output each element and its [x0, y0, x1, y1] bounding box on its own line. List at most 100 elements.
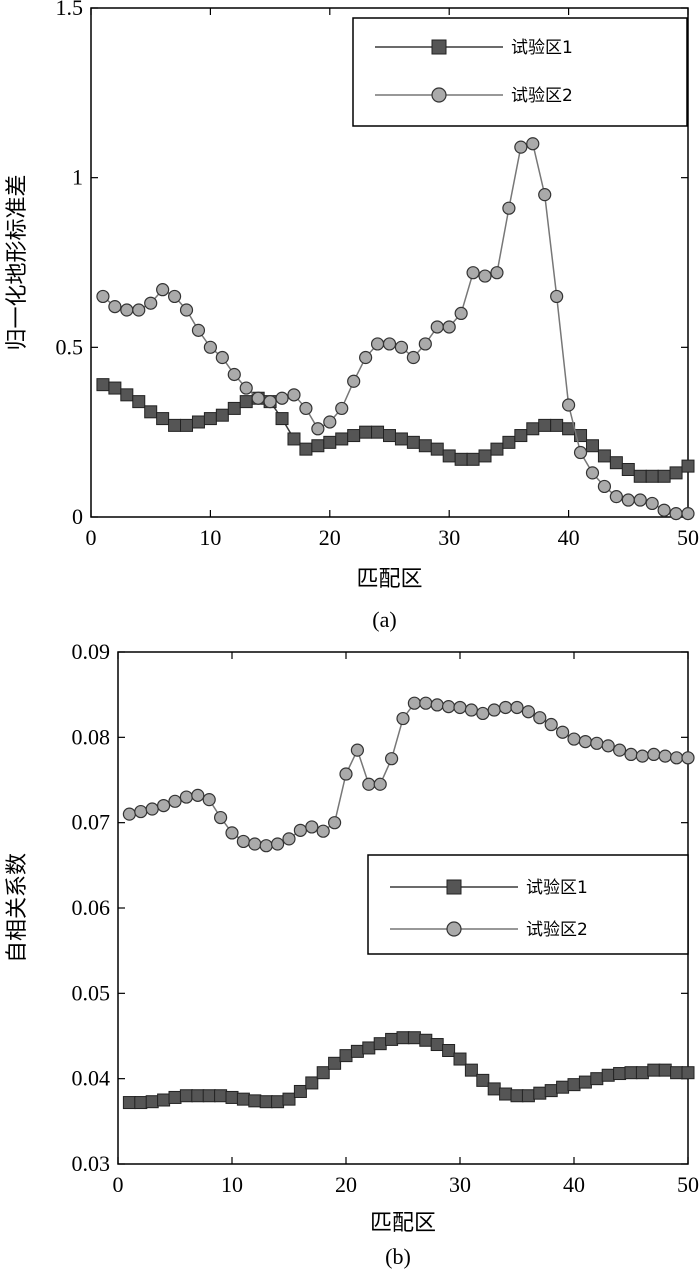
data-point [371, 425, 385, 439]
data-point [502, 435, 516, 449]
data-point [669, 466, 683, 480]
data-point [293, 823, 307, 837]
data-point [633, 493, 647, 507]
data-point [179, 303, 194, 317]
data-point [478, 449, 492, 463]
data-point [550, 289, 564, 304]
data-point [145, 1095, 159, 1109]
data-point [645, 469, 659, 483]
y-tick-label: 1 [72, 165, 83, 190]
y-tick-label: 0.08 [72, 724, 111, 749]
data-point [612, 743, 627, 757]
y-axis-label: 归一化地形标准差 [5, 174, 30, 350]
data-point [521, 705, 536, 719]
y-tick-label: 0.05 [72, 980, 111, 1005]
data-point [239, 395, 253, 409]
data-point [236, 1092, 250, 1106]
data-point [561, 398, 576, 412]
data-point [442, 449, 456, 463]
data-point [645, 496, 659, 511]
y-tick-label: 0.06 [72, 895, 111, 920]
data-point [466, 266, 480, 280]
data-point [282, 1092, 296, 1106]
data-point [168, 1090, 182, 1104]
data-point [275, 412, 289, 426]
y-tick-label: 1.5 [56, 0, 84, 20]
x-tick-label: 40 [563, 1172, 585, 1197]
data-point [287, 432, 301, 446]
x-tick-label: 0 [86, 525, 97, 550]
series-line [129, 702, 688, 847]
data-point [647, 1063, 661, 1077]
data-point [275, 391, 289, 405]
data-point [203, 412, 217, 426]
data-point [514, 429, 528, 443]
data-point [407, 696, 421, 710]
data-point [168, 418, 182, 432]
data-point [555, 725, 570, 739]
data-point [248, 1094, 262, 1108]
data-point [613, 1067, 627, 1081]
data-point [248, 837, 262, 851]
data-point [156, 283, 170, 297]
data-point [225, 826, 239, 840]
data-point [328, 816, 342, 830]
data-point [394, 340, 409, 354]
data-point [624, 747, 638, 762]
x-tick-label: 0 [113, 1172, 124, 1197]
x-tick-label: 20 [335, 1172, 357, 1197]
data-point [442, 320, 456, 334]
data-point [316, 824, 330, 838]
data-point [621, 462, 635, 476]
data-point [453, 1052, 467, 1066]
data-point [263, 395, 277, 409]
data-point [533, 711, 547, 725]
data-point [144, 296, 158, 310]
data-point [157, 798, 171, 813]
data-point [601, 1068, 615, 1082]
data-point [383, 429, 396, 443]
data-point [585, 466, 600, 480]
chart-a: 0 10 20 30 40 5000.511.5匹配区归一化地形标准差(a)试验区1试验区… [5, 0, 699, 632]
data-point [287, 388, 301, 402]
data-point [635, 1066, 649, 1080]
data-point [658, 749, 672, 763]
data-point [514, 140, 528, 154]
y-tick-label: 0 [72, 504, 83, 529]
data-point [122, 807, 136, 821]
data-point [157, 1093, 171, 1107]
data-point [96, 378, 110, 392]
data-point [350, 1044, 364, 1058]
data-point [538, 188, 552, 202]
data-point [466, 452, 480, 466]
chart-caption: (b) [385, 1244, 411, 1269]
chart-caption: (a) [372, 607, 396, 632]
data-point [168, 794, 182, 808]
data-point [191, 323, 206, 337]
data-point [544, 1084, 558, 1098]
data-point [597, 449, 611, 463]
data-point [225, 1090, 239, 1104]
series-2 [122, 696, 695, 853]
data-point [407, 1031, 421, 1045]
data-point [430, 1038, 444, 1052]
data-point [134, 1096, 148, 1110]
data-point [339, 1049, 353, 1063]
plot-frame [90, 7, 689, 518]
data-point [373, 1037, 387, 1051]
data-point [601, 739, 615, 753]
data-point [179, 1089, 193, 1103]
data-point [122, 1096, 136, 1110]
data-point [406, 350, 420, 365]
data-point [316, 1066, 330, 1080]
data-point [609, 490, 623, 504]
legend-label: 试验区2 [511, 86, 573, 106]
data-point [259, 839, 273, 853]
data-point [657, 469, 671, 483]
legend-label: 试验区2 [526, 920, 588, 940]
data-point [670, 1066, 684, 1080]
x-axis-label: 匹配区 [356, 567, 422, 592]
data-point [510, 1089, 524, 1103]
y-axis-label: 自相关系数 [5, 853, 30, 963]
legend-label: 试验区1 [511, 38, 573, 58]
